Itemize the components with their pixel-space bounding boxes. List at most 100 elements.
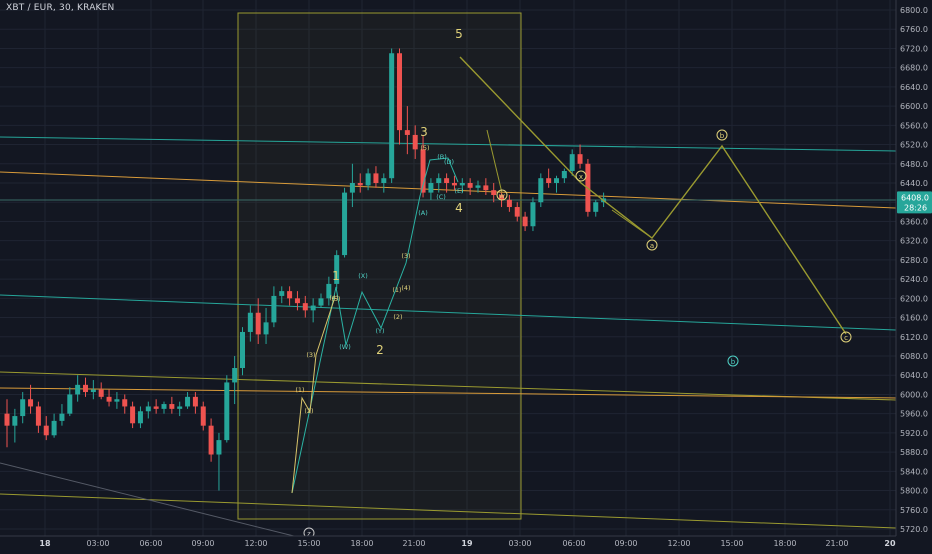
wave-label-circle	[716, 129, 728, 141]
price-tick-label: 5720.0	[900, 525, 928, 534]
candle-body	[349, 183, 355, 193]
time-tick-label: 03:00	[86, 539, 109, 548]
price-tick-label: 6360.0	[900, 217, 928, 226]
candle-body	[106, 396, 112, 402]
candle-body	[365, 173, 371, 186]
candle-body	[381, 178, 387, 183]
time-tick-label: 21:00	[402, 539, 425, 548]
trend-line	[0, 462, 311, 541]
candle-body	[114, 399, 120, 402]
price-tick-label: 6280.0	[900, 256, 928, 265]
candle-body	[522, 216, 528, 227]
highlight-rect	[237, 12, 522, 520]
wave-label-corrective: (A)	[418, 209, 428, 217]
time-tick-label: 06:00	[562, 539, 585, 548]
price-tick-label: 6600.0	[900, 102, 928, 111]
time-tick-label: 19	[461, 539, 473, 548]
time-tick-label: 18:00	[773, 539, 796, 548]
wave-label-corrective: (C)	[436, 193, 446, 201]
wave-structure-line	[291, 299, 335, 494]
candle-body	[318, 298, 324, 306]
candle-body	[35, 406, 41, 426]
wave-label-primary: 2	[376, 343, 384, 357]
candle-body	[475, 185, 481, 188]
candle-body	[43, 425, 49, 436]
price-axis-panel	[896, 0, 932, 550]
time-axis-panel	[0, 536, 932, 550]
wave-label-sub: (1)	[392, 286, 401, 294]
candle-body	[137, 411, 143, 424]
price-tick-label: 6160.0	[900, 314, 928, 323]
wave-label-primary: 4	[455, 201, 463, 215]
time-tick-label: 12:00	[667, 539, 690, 548]
candle-body	[185, 396, 191, 407]
candle-body	[59, 413, 65, 421]
wave-label-corrective: (E)	[454, 187, 463, 195]
candle-body	[263, 322, 269, 335]
candle-body	[271, 295, 277, 323]
candle-body	[161, 404, 167, 409]
candle-body	[4, 413, 10, 426]
wave-label-corrective: (B)	[437, 153, 447, 161]
candle-body	[436, 178, 442, 183]
candle-body	[577, 154, 583, 164]
price-tick-label: 5760.0	[900, 506, 928, 515]
price-tick-label: 6640.0	[900, 83, 928, 92]
candle-body	[444, 178, 450, 183]
price-tick-label: 5960.0	[900, 410, 928, 419]
candle-body	[334, 255, 340, 284]
candle-body	[216, 440, 222, 455]
candle-body	[357, 183, 363, 186]
candle-body	[247, 312, 253, 332]
candle-body	[404, 130, 410, 135]
time-tick-label: 03:00	[508, 539, 531, 548]
candle-body	[28, 399, 34, 407]
price-tick-label: 5800.0	[900, 487, 928, 496]
candle-body	[177, 406, 183, 409]
candle-body	[373, 173, 379, 183]
time-tick-label: 18	[39, 539, 51, 548]
price-tick-label: 6120.0	[900, 333, 928, 342]
price-tick-label: 6480.0	[900, 160, 928, 169]
wave-label-primary: 1	[332, 269, 340, 283]
bar-countdown: 28:26	[904, 203, 927, 212]
candle-body	[546, 178, 552, 183]
trend-line	[0, 294, 897, 331]
trend-line	[0, 171, 897, 209]
price-tick-label: 6040.0	[900, 371, 928, 380]
candle-body	[412, 134, 418, 150]
wave-label-circle	[496, 189, 508, 201]
wave-label-circle	[646, 239, 658, 251]
candle-body	[326, 283, 332, 299]
time-tick-label: 09:00	[614, 539, 637, 548]
wave-label-circle	[727, 355, 739, 367]
candle-body	[569, 154, 575, 171]
symbol-title[interactable]: XBT / EUR, 30, KRAKEN	[6, 3, 115, 13]
candle-body	[130, 406, 136, 424]
price-tick-label: 6000.0	[900, 390, 928, 399]
time-tick-label: 20	[884, 539, 896, 548]
price-tick-label: 5840.0	[900, 467, 928, 476]
wave-structure-line	[291, 157, 459, 494]
candle-body	[232, 368, 238, 383]
price-tick-label: 6320.0	[900, 237, 928, 246]
candle-body	[499, 195, 505, 200]
wave-label-primary: 3	[420, 125, 428, 139]
candle-body	[145, 406, 151, 412]
price-tick-label: 6720.0	[900, 44, 928, 53]
time-tick-label: 12:00	[244, 539, 267, 548]
wave-label-circle	[840, 331, 852, 343]
candle-body	[420, 149, 426, 193]
wave-label-corrective: (Y)	[375, 327, 384, 335]
wave-label-circled: c	[844, 334, 848, 342]
candle-body	[67, 394, 73, 414]
candle-body	[506, 199, 512, 208]
wave-projection-line	[486, 129, 503, 194]
price-tick-label: 6200.0	[900, 294, 928, 303]
trend-line	[0, 136, 897, 152]
price-tick-label: 6800.0	[900, 6, 928, 15]
wave-projection-line	[611, 209, 653, 239]
candle-body	[153, 406, 159, 409]
price-tick-label: 5920.0	[900, 429, 928, 438]
